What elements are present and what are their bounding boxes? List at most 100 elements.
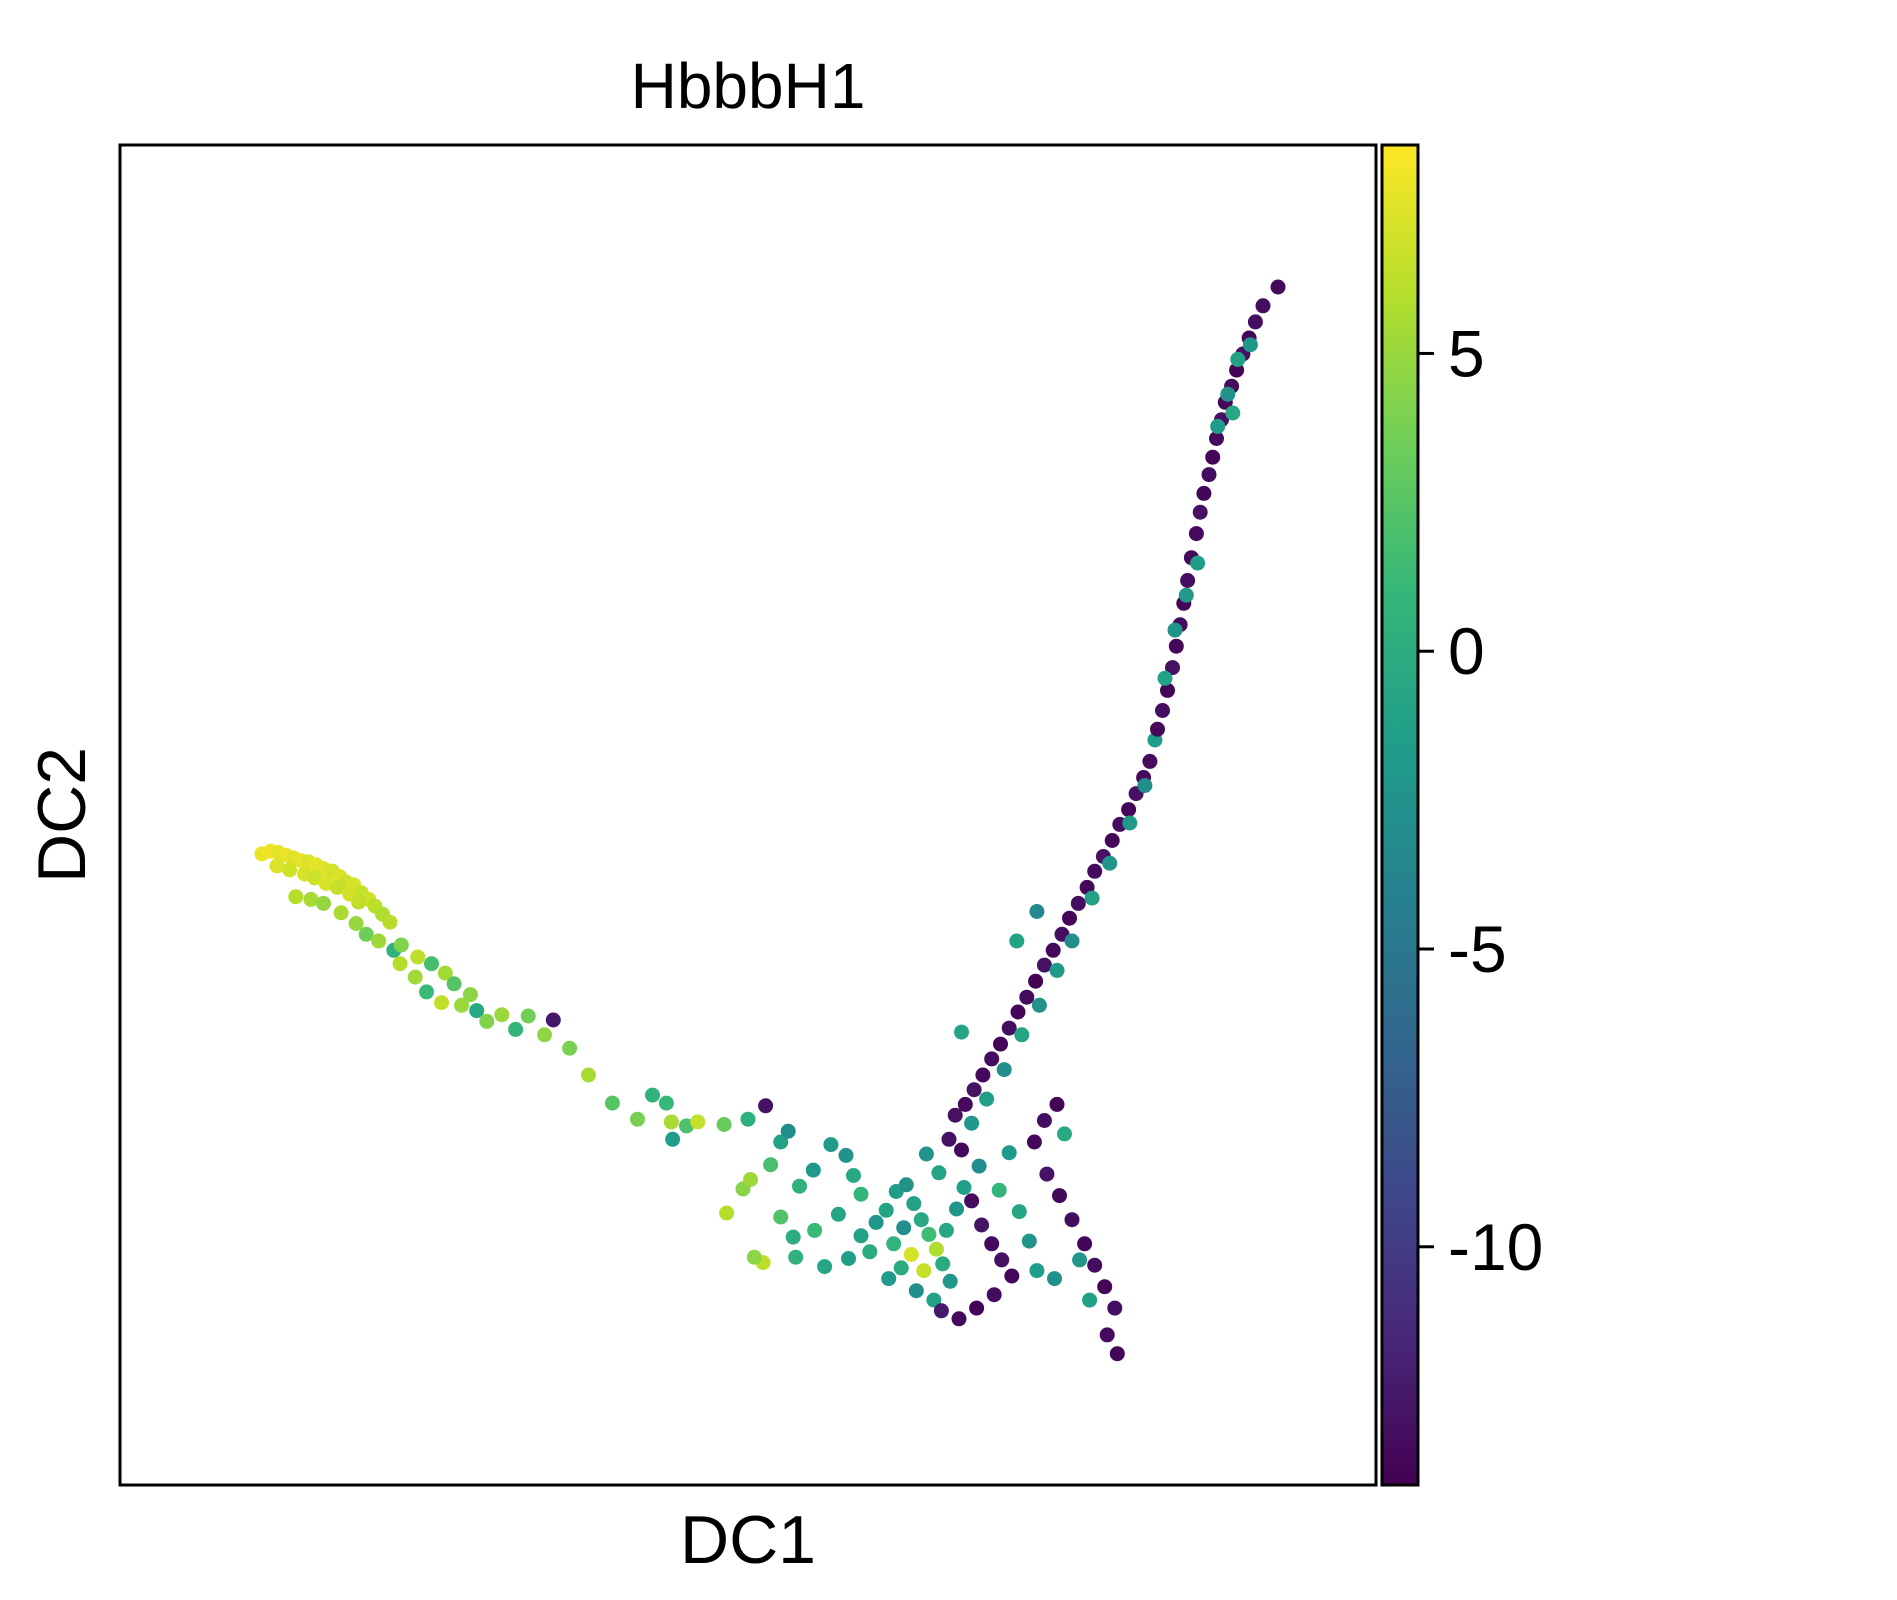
- data-point: [520, 1008, 536, 1024]
- data-point: [928, 1241, 944, 1257]
- colorbar-tick-label: -5: [1448, 912, 1507, 986]
- data-point: [581, 1067, 596, 1083]
- data-point: [269, 858, 285, 874]
- data-point: [1004, 1268, 1020, 1284]
- data-point: [1210, 418, 1226, 434]
- data-point: [307, 870, 323, 886]
- data-point: [1220, 386, 1236, 402]
- data-point: [1157, 670, 1173, 686]
- data-point: [830, 1206, 846, 1222]
- data-point: [758, 1098, 774, 1114]
- data-point: [1009, 933, 1025, 949]
- data-point: [537, 1027, 552, 1043]
- data-point: [954, 1024, 969, 1040]
- data-point: [1047, 1271, 1062, 1287]
- data-point: [785, 1229, 801, 1245]
- data-point: [846, 1168, 861, 1183]
- data-point: [823, 1137, 839, 1153]
- data-point: [1150, 721, 1165, 737]
- data-point: [1205, 449, 1221, 465]
- data-point: [1072, 1252, 1088, 1268]
- data-point: [1039, 1166, 1055, 1182]
- data-point: [1155, 703, 1170, 718]
- data-point: [1011, 1204, 1027, 1220]
- data-point: [954, 1142, 969, 1158]
- data-point: [1165, 660, 1180, 676]
- data-point: [1070, 895, 1086, 911]
- data-point: [282, 862, 298, 878]
- data-point: [371, 933, 387, 949]
- data-point: [1077, 1236, 1093, 1252]
- data-point: [1190, 555, 1206, 571]
- data-point: [1045, 942, 1061, 958]
- colorbar-gradient: [1380, 143, 1420, 1487]
- data-point: [645, 1087, 660, 1103]
- data-point: [479, 1013, 495, 1029]
- data-point: [906, 1196, 922, 1212]
- data-point: [1097, 1279, 1113, 1295]
- data-point: [318, 875, 334, 891]
- data-point: [966, 1082, 982, 1098]
- data-point: [1270, 279, 1286, 295]
- data-point: [964, 1115, 980, 1131]
- data-point: [1255, 298, 1271, 314]
- points-layer: [254, 279, 1286, 1362]
- data-point: [679, 1118, 694, 1134]
- data-point: [1026, 1134, 1042, 1150]
- data-point: [763, 1157, 779, 1173]
- data-point: [862, 1244, 878, 1260]
- data-point: [1122, 815, 1138, 831]
- data-point: [740, 1111, 756, 1127]
- data-point: [1188, 526, 1204, 542]
- colorbar-tick-label: -10: [1448, 1210, 1543, 1284]
- data-point: [333, 905, 349, 921]
- data-point: [658, 1095, 674, 1111]
- x-axis-label: DC1: [680, 1502, 816, 1578]
- data-point: [690, 1114, 706, 1130]
- data-point: [1201, 467, 1217, 483]
- data-point: [434, 995, 449, 1011]
- data-point: [896, 1220, 912, 1236]
- data-point: [838, 1147, 854, 1163]
- data-point: [1029, 904, 1045, 919]
- data-point: [788, 1249, 804, 1265]
- data-point: [773, 1134, 789, 1150]
- data-point: [630, 1111, 645, 1127]
- data-point: [351, 894, 367, 910]
- data-point: [969, 1300, 985, 1316]
- data-point: [1064, 1212, 1080, 1228]
- data-point: [1049, 1096, 1065, 1112]
- data-point: [437, 965, 453, 981]
- data-point: [916, 1263, 932, 1279]
- data-point: [903, 1247, 919, 1262]
- data-point: [462, 987, 478, 1003]
- data-point: [993, 1036, 1008, 1052]
- data-point: [358, 926, 374, 942]
- data-point: [348, 916, 364, 931]
- data-point: [1049, 962, 1065, 978]
- data-point: [1052, 1188, 1067, 1204]
- data-point: [898, 1177, 914, 1193]
- data-point: [941, 1131, 957, 1147]
- data-point: [454, 997, 470, 1013]
- data-point: [938, 1222, 954, 1238]
- data-point: [984, 1236, 1000, 1252]
- data-point: [1180, 573, 1196, 588]
- data-point: [1087, 1257, 1103, 1273]
- data-point: [921, 1226, 937, 1242]
- data-point: [931, 1165, 947, 1181]
- data-point: [979, 1091, 995, 1107]
- data-point: [1036, 957, 1052, 973]
- data-point: [424, 956, 439, 972]
- data-point: [545, 1012, 561, 1028]
- data-point: [951, 1311, 967, 1327]
- data-point: [1104, 833, 1120, 848]
- data-point: [913, 1212, 929, 1228]
- colorbar-tick-label: 5: [1448, 316, 1485, 390]
- data-point: [780, 1123, 796, 1139]
- data-point: [991, 1182, 1007, 1198]
- data-point: [918, 1146, 934, 1162]
- data-point: [886, 1236, 902, 1252]
- data-point: [868, 1214, 884, 1230]
- data-point: [1001, 1145, 1017, 1161]
